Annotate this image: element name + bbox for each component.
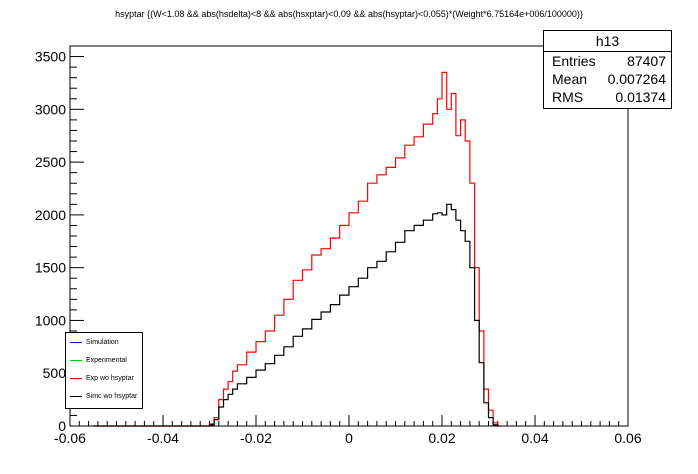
stats-label: Mean: [552, 71, 588, 87]
x-tick-label: -0.02: [240, 430, 272, 446]
legend-swatch: [70, 341, 82, 343]
legend-item-simc-wo-hsyptar: Simc wo hsyptar: [66, 387, 142, 405]
y-tick-label: 1500: [35, 260, 66, 276]
stats-label: RMS: [552, 89, 584, 105]
stats-value: 87407: [627, 53, 666, 69]
legend-swatch: [70, 377, 82, 379]
stats-row-rms: RMS 0.01374: [544, 88, 671, 106]
stats-value: 0.007264: [607, 71, 666, 87]
legend-label: Simc wo hsyptar: [86, 392, 138, 400]
legend: Simulation Experimental Exp wo hsyptar S…: [65, 332, 143, 409]
stats-histogram-name: h13: [544, 31, 671, 52]
legend-label: Exp wo hsyptar: [86, 374, 134, 382]
y-tick-label: 2500: [35, 154, 66, 170]
series-line-exp-wo-hsyptar: [93, 71, 500, 427]
y-tick-label: 1000: [35, 312, 66, 328]
x-tick-label: 0.06: [614, 430, 641, 446]
legend-label: Simulation: [86, 338, 119, 346]
legend-item-exp-wo-hsyptar: Exp wo hsyptar: [66, 369, 142, 387]
series-line-simc-wo-hsyptar: [93, 203, 500, 427]
y-tick-label: 3000: [35, 101, 66, 117]
y-tick-label: 2000: [35, 207, 66, 223]
stats-row-mean: Mean 0.007264: [544, 70, 671, 88]
plot-title: hsyptar {(W<1.08 && abs(hsdelta)<8 && ab…: [115, 9, 583, 19]
x-tick-label: 0: [345, 430, 353, 446]
x-tick-label: 0.02: [428, 430, 455, 446]
legend-item-experimental: Experimental: [66, 351, 142, 369]
stats-value: 0.01374: [615, 89, 666, 105]
x-tick-label: 0.04: [521, 430, 548, 446]
x-tick-label: -0.04: [147, 430, 179, 446]
legend-swatch: [70, 359, 82, 361]
y-tick-label: 0: [58, 418, 66, 434]
x-axis: -0.06 -0.04 -0.02 0 0.02 0.04 0.06: [54, 415, 642, 446]
y-tick-label: 500: [43, 365, 67, 381]
y-tick-label: 3500: [35, 49, 66, 65]
legend-label: Experimental: [86, 356, 127, 364]
legend-item-simulation: Simulation: [66, 333, 142, 351]
series-layer: [93, 71, 500, 427]
legend-swatch: [70, 395, 82, 397]
stats-box: h13 Entries 87407 Mean 0.007264 RMS 0.01…: [543, 30, 672, 109]
stats-label: Entries: [552, 53, 596, 69]
x-tick-label: -0.06: [54, 430, 86, 446]
stats-row-entries: Entries 87407: [544, 52, 671, 70]
